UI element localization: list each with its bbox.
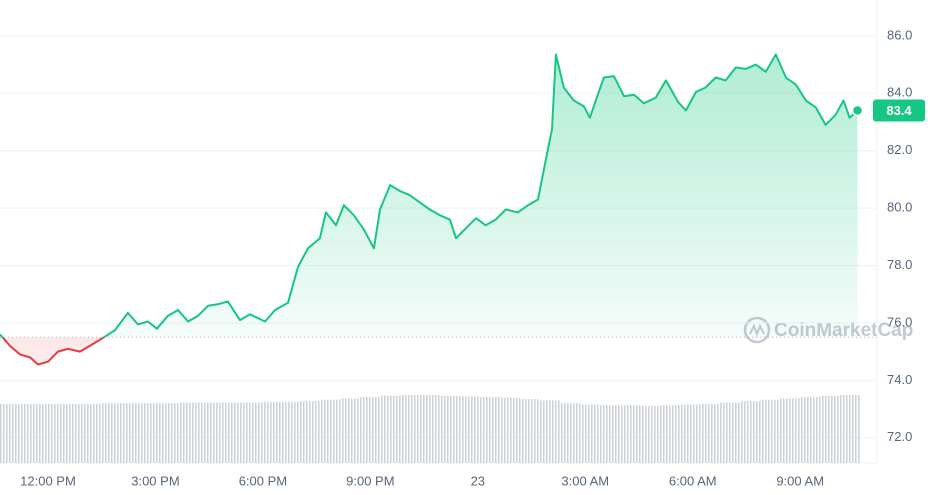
x-tick-label: 6:00 PM bbox=[239, 473, 287, 488]
volume-bar bbox=[40, 403, 60, 463]
x-tick-label: 6:00 AM bbox=[669, 473, 717, 488]
volume-bar bbox=[260, 401, 280, 463]
volume-bar bbox=[340, 398, 360, 463]
volume-bar bbox=[140, 403, 160, 463]
volume-bar bbox=[120, 403, 140, 463]
volume-bar bbox=[100, 403, 120, 463]
x-tick-label: 9:00 PM bbox=[346, 473, 394, 488]
volume-bar bbox=[600, 405, 620, 463]
volume-bar bbox=[240, 402, 260, 463]
x-tick-label: 9:00 AM bbox=[776, 473, 824, 488]
volume-bar bbox=[720, 402, 740, 463]
volume-bar bbox=[500, 397, 520, 463]
y-tick-label: 74.0 bbox=[887, 372, 912, 387]
volume-bar bbox=[60, 403, 80, 463]
volume-bar bbox=[420, 395, 440, 463]
y-tick-label: 72.0 bbox=[887, 429, 912, 444]
volume-bar bbox=[200, 402, 220, 463]
price-badge-label: 83.4 bbox=[886, 103, 912, 118]
volume-bar bbox=[160, 403, 180, 463]
volume-bar bbox=[220, 402, 240, 463]
volume-bar bbox=[560, 403, 580, 463]
x-tick-label: 3:00 PM bbox=[131, 473, 179, 488]
volume-bar bbox=[280, 401, 300, 463]
volume-bar bbox=[740, 401, 760, 463]
volume-bar bbox=[660, 405, 680, 463]
volume-bar bbox=[800, 397, 820, 463]
volume-bar bbox=[20, 403, 40, 463]
volume-bar bbox=[80, 403, 100, 463]
price-line bbox=[0, 53, 859, 366]
volume-bar bbox=[760, 399, 780, 463]
y-tick-label: 78.0 bbox=[887, 257, 912, 272]
volume-bar bbox=[320, 399, 340, 463]
volume-bar bbox=[780, 398, 800, 463]
volume-bar bbox=[0, 403, 20, 463]
y-tick-label: 84.0 bbox=[887, 85, 912, 100]
volume-bar bbox=[480, 397, 500, 463]
volume-bar bbox=[700, 403, 720, 463]
volume-bar bbox=[620, 405, 640, 463]
x-tick-label: 23 bbox=[471, 473, 485, 488]
volume-bar bbox=[380, 395, 400, 463]
volume-bar bbox=[640, 405, 660, 463]
volume-bar bbox=[540, 400, 560, 463]
volume-bar bbox=[580, 404, 600, 463]
volume-bar bbox=[460, 396, 480, 463]
y-tick-label: 80.0 bbox=[887, 200, 912, 215]
volume-bar bbox=[360, 397, 380, 463]
volume-bar bbox=[300, 401, 320, 463]
y-tick-label: 86.0 bbox=[887, 27, 912, 42]
volume-bar bbox=[820, 395, 840, 463]
volume-bar bbox=[440, 395, 460, 463]
volume-bar bbox=[520, 399, 540, 463]
volume-bar bbox=[180, 402, 200, 463]
price-badge bbox=[873, 99, 925, 122]
volume-bar bbox=[840, 395, 860, 463]
y-tick-label: 76.0 bbox=[887, 314, 912, 329]
x-tick-label: 12:00 PM bbox=[20, 473, 76, 488]
volume-bar bbox=[680, 404, 700, 463]
last-point bbox=[851, 104, 864, 117]
x-tick-label: 3:00 AM bbox=[561, 473, 609, 488]
volume-bar bbox=[400, 395, 420, 463]
y-tick-label: 82.0 bbox=[887, 142, 912, 157]
